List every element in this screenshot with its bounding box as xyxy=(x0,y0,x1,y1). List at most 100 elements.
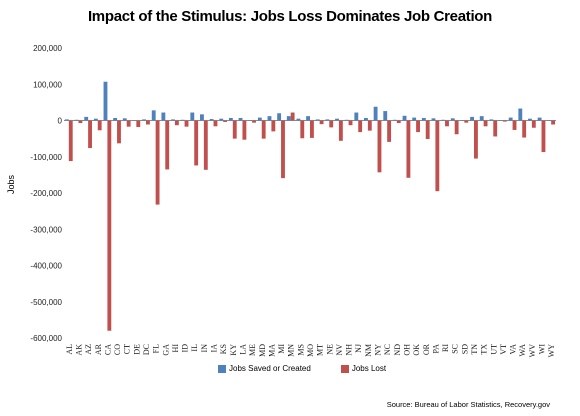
x-tick-label: ND xyxy=(393,344,402,356)
x-tick-label: WI xyxy=(538,344,547,355)
bar-lost-nv xyxy=(338,120,343,141)
x-tick-label: CA xyxy=(103,344,112,355)
x-tick-label: WY xyxy=(547,344,556,358)
bar-saved-la xyxy=(238,117,243,121)
bar-saved-sc xyxy=(450,118,455,121)
x-tick-label: MT xyxy=(316,344,325,356)
y-tick-label: -600,000 xyxy=(30,334,62,343)
bar-lost-nm xyxy=(367,120,372,131)
legend: Jobs Saved or Created Jobs Lost xyxy=(218,364,386,373)
x-tick-label: WV xyxy=(528,344,537,358)
bar-saved-me xyxy=(248,120,253,121)
bar-saved-or xyxy=(421,117,426,121)
bar-lost-az xyxy=(88,120,92,149)
bar-lost-in xyxy=(203,120,208,170)
bar-saved-wi xyxy=(537,117,542,121)
bar-lost-ok xyxy=(416,120,420,133)
bar-saved-nh xyxy=(344,119,349,121)
x-tick-label: UT xyxy=(489,344,498,355)
chart-title: Impact of the Stimulus: Jobs Loss Domina… xyxy=(87,8,493,25)
bar-saved-wa xyxy=(518,108,523,121)
bar-saved-id xyxy=(180,119,185,121)
x-tick-label: KY xyxy=(229,344,238,356)
x-tick-label: VA xyxy=(509,344,518,355)
bar-saved-ks xyxy=(219,118,224,121)
x-tick-label: MI xyxy=(277,344,286,354)
bar-lost-me xyxy=(252,120,256,123)
x-tick-label: MN xyxy=(287,344,296,357)
bar-lost-ut xyxy=(493,120,498,137)
bar-saved-tn xyxy=(470,116,474,121)
x-tick-label: PA xyxy=(431,344,440,354)
bar-lost-vt xyxy=(502,120,507,122)
bar-lost-or xyxy=(425,120,430,139)
x-tick-label: IL xyxy=(190,344,199,352)
x-tick-label: ID xyxy=(181,344,190,353)
bar-lost-mn xyxy=(290,112,295,121)
bar-lost-wy xyxy=(551,120,556,125)
y-tick-label: -300,000 xyxy=(30,225,62,234)
bar-saved-ar xyxy=(93,118,98,121)
bar-saved-nv xyxy=(335,118,339,121)
bar-saved-pa xyxy=(431,118,436,121)
bar-saved-nd xyxy=(392,119,397,121)
legend-item-lost: Jobs Lost xyxy=(340,364,386,373)
bar-lost-mo xyxy=(310,120,314,138)
bar-saved-ca xyxy=(103,81,108,121)
bar-lost-ri xyxy=(445,120,449,127)
bar-lost-sc xyxy=(454,120,459,135)
x-tick-label: OH xyxy=(402,344,411,356)
bar-lost-il xyxy=(194,120,199,166)
x-tick-label: VT xyxy=(499,344,508,355)
y-tick-label: -500,000 xyxy=(30,298,62,307)
x-tick-label: WA xyxy=(518,344,527,357)
bar-lost-la xyxy=(242,120,247,140)
x-tick-label: ME xyxy=(248,344,257,356)
bar-saved-ne xyxy=(325,119,330,121)
x-tick-label: NJ xyxy=(354,344,363,353)
bar-saved-mi xyxy=(277,113,282,121)
y-tick-label: -200,000 xyxy=(30,189,62,198)
bar-lost-wv xyxy=(531,120,536,128)
legend-swatch-lost xyxy=(340,364,349,373)
bar-saved-md xyxy=(257,117,262,121)
bar-saved-il xyxy=(190,112,195,121)
x-tick-label: NM xyxy=(364,344,373,357)
bar-saved-mn xyxy=(286,116,291,121)
bar-lost-ca xyxy=(107,120,112,331)
x-tick-label: FL xyxy=(152,344,161,353)
bar-lost-nc xyxy=(387,120,392,142)
bar-saved-va xyxy=(508,117,513,121)
bar-lost-ms xyxy=(300,120,305,139)
bar-lost-ny xyxy=(377,120,382,173)
bar-lost-wi xyxy=(541,120,546,153)
bar-lost-fl xyxy=(155,120,160,205)
legend-swatch-saved xyxy=(218,364,226,373)
x-tick-label: NH xyxy=(345,344,354,356)
bar-saved-nc xyxy=(383,111,388,121)
bar-saved-mt xyxy=(315,119,320,121)
bar-lost-ma xyxy=(271,120,276,132)
x-ticks: AL AK AZ AR CA CO CT DE DC FL GA HI ID IL IN IA KS KY LA ME… xyxy=(65,343,556,357)
x-tick-label: DE xyxy=(132,344,141,355)
x-tick-label: NC xyxy=(383,344,392,355)
bar-lost-oh xyxy=(406,120,411,178)
bars xyxy=(64,81,556,331)
x-tick-label: HI xyxy=(171,344,180,353)
y-tick-label: 100,000 xyxy=(33,80,62,89)
bar-lost-ct xyxy=(126,120,131,127)
x-tick-label: OR xyxy=(422,343,431,355)
y-tick-label: -400,000 xyxy=(30,262,62,271)
y-tick-label: 0 xyxy=(58,117,63,126)
x-tick-label: IA xyxy=(210,344,219,353)
bar-lost-de xyxy=(136,120,141,128)
bar-saved-ut xyxy=(489,119,494,121)
bar-lost-ak xyxy=(78,120,83,124)
bar-lost-co xyxy=(117,120,121,144)
x-tick-label: NE xyxy=(325,344,334,355)
bar-saved-fl xyxy=(151,110,156,121)
bar-saved-sd xyxy=(460,120,465,121)
x-tick-label: MD xyxy=(258,344,267,357)
bar-saved-ct xyxy=(122,118,127,121)
